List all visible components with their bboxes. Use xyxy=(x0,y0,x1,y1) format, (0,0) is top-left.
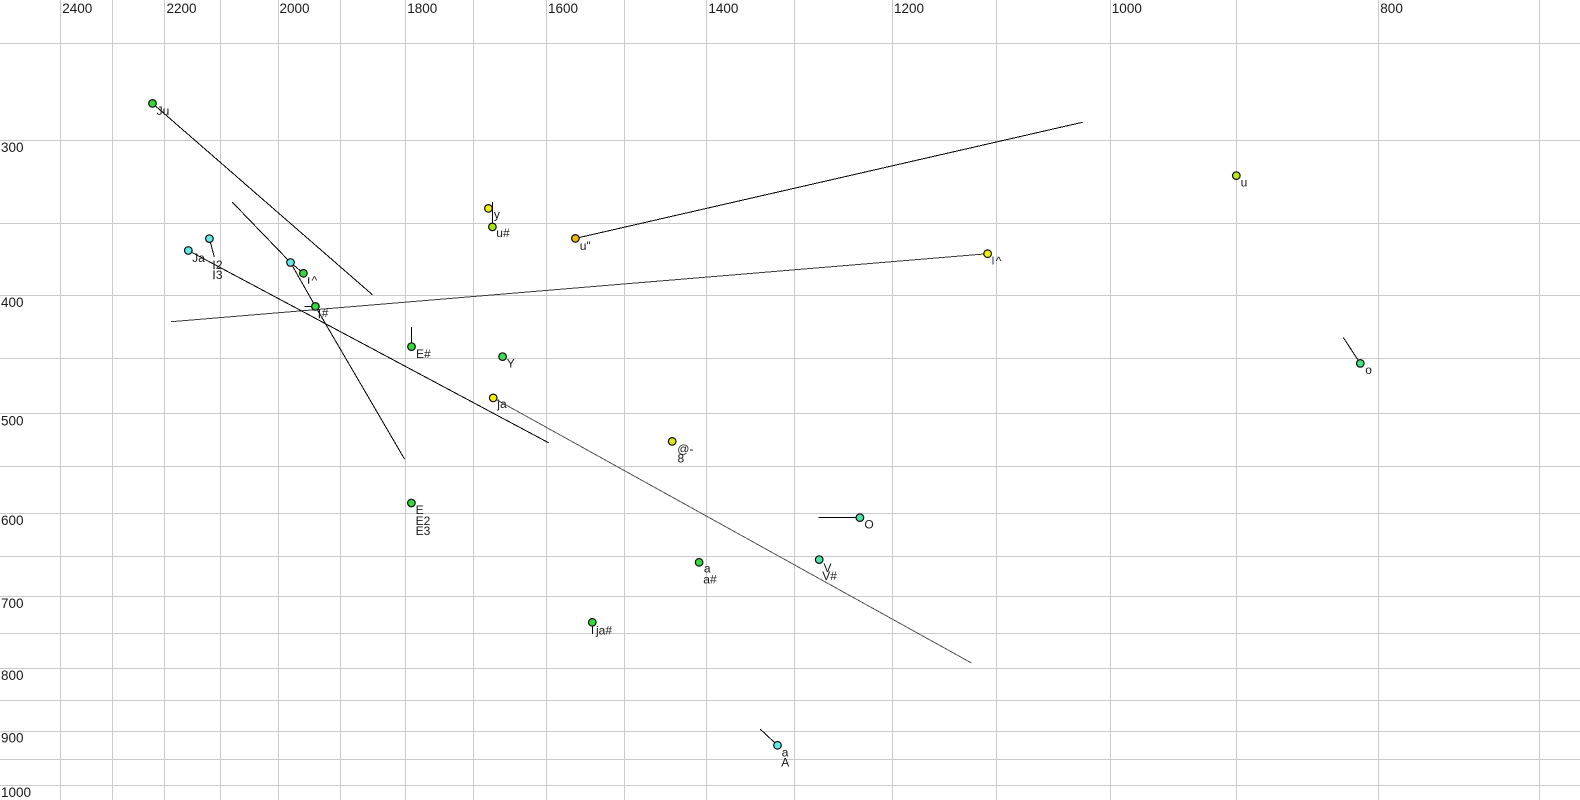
svg-text:V#: V# xyxy=(822,569,837,583)
svg-text:^: ^ xyxy=(996,254,1002,268)
svg-text:a: a xyxy=(782,746,789,760)
svg-text:3: 3 xyxy=(216,268,223,282)
svg-text:1000: 1000 xyxy=(1,785,31,800)
svg-text:900: 900 xyxy=(1,731,24,746)
svg-text:Ju: Ju xyxy=(157,104,170,118)
svg-text:800: 800 xyxy=(1,668,24,683)
svg-text:1200: 1200 xyxy=(894,1,924,16)
svg-text:Ja: Ja xyxy=(192,251,205,265)
svg-text:u": u" xyxy=(580,239,591,253)
svg-text:400: 400 xyxy=(1,295,24,310)
svg-text:ja: ja xyxy=(496,397,507,411)
svg-text:a: a xyxy=(704,562,711,576)
svg-text:1000: 1000 xyxy=(1112,1,1142,16)
svg-text:Y: Y xyxy=(507,356,515,370)
svg-text:ja#: ja# xyxy=(595,623,612,637)
svg-text:#: # xyxy=(322,306,329,320)
svg-text:1600: 1600 xyxy=(548,1,578,16)
svg-text:700: 700 xyxy=(1,596,24,611)
svg-text:2: 2 xyxy=(216,258,223,272)
svg-text:@-: @- xyxy=(677,442,693,456)
svg-text:u: u xyxy=(1241,175,1248,189)
svg-text:E2: E2 xyxy=(416,514,431,528)
svg-text:2400: 2400 xyxy=(62,1,92,16)
svg-text:2200: 2200 xyxy=(167,1,197,16)
svg-text:A: A xyxy=(781,756,789,770)
svg-text:300: 300 xyxy=(1,140,24,155)
svg-text:E#: E# xyxy=(416,347,431,361)
svg-text:o: o xyxy=(1365,363,1372,377)
svg-text:O: O xyxy=(864,518,873,532)
svg-text:1800: 1800 xyxy=(407,1,437,16)
svg-text:600: 600 xyxy=(1,513,24,528)
svg-text:a#: a# xyxy=(703,572,717,586)
svg-text:^: ^ xyxy=(312,273,318,287)
svg-text:8: 8 xyxy=(678,452,685,466)
svg-text:E3: E3 xyxy=(416,524,431,538)
svg-text:2000: 2000 xyxy=(280,1,310,16)
svg-text:y: y xyxy=(494,207,500,221)
svg-text:E: E xyxy=(416,503,424,517)
svg-text:V: V xyxy=(824,561,832,575)
svg-text:u#: u# xyxy=(496,226,510,240)
svg-text:800: 800 xyxy=(1380,1,1403,16)
svg-text:500: 500 xyxy=(1,414,24,429)
svg-text:1400: 1400 xyxy=(708,1,738,16)
